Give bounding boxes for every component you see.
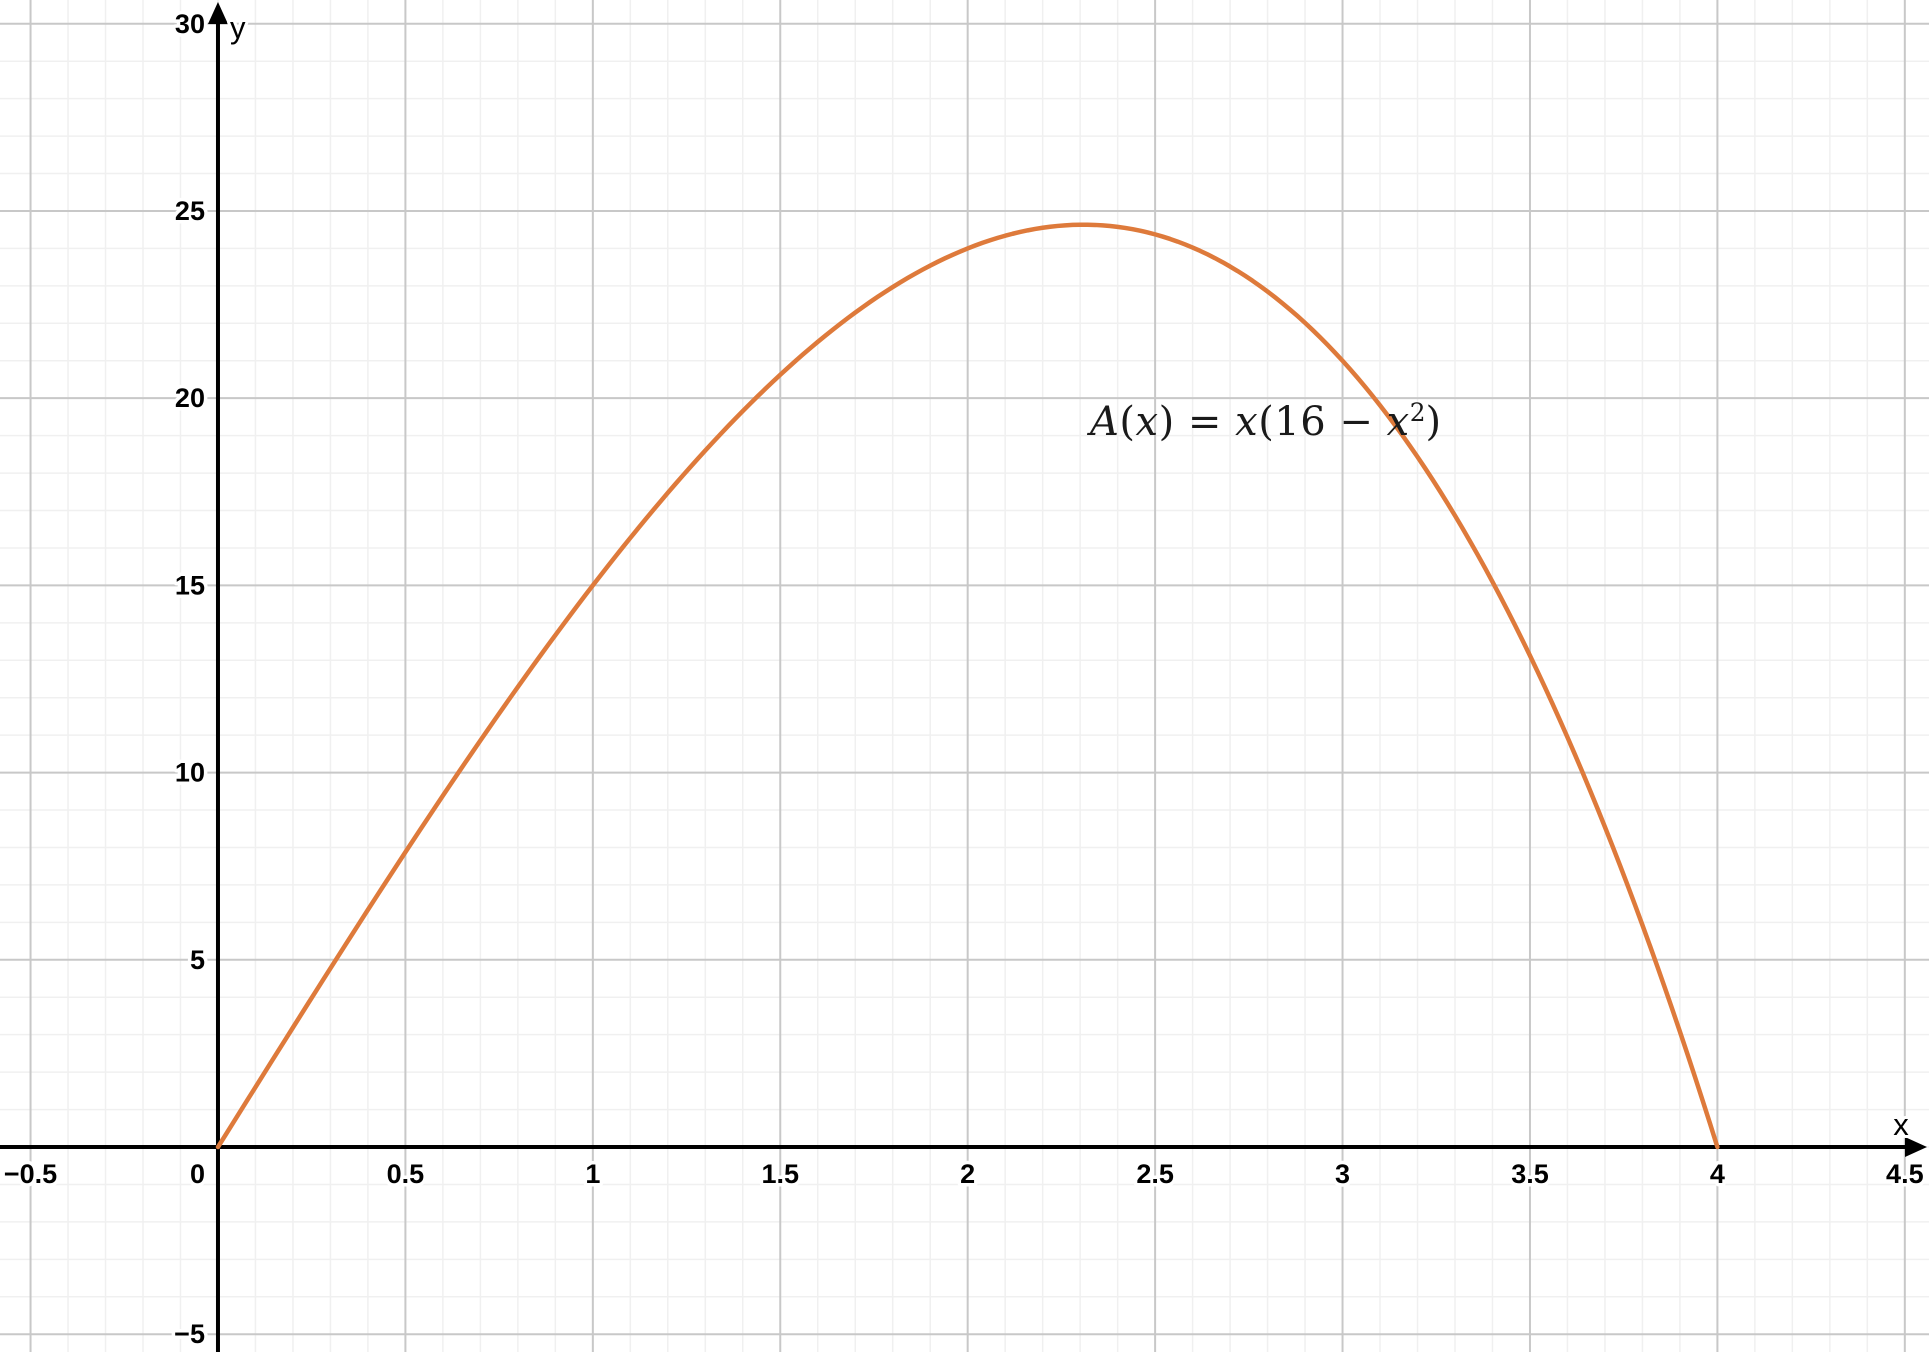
y-tick-label: −5	[174, 1319, 205, 1349]
equation-segment: ) =	[1158, 399, 1236, 445]
y-axis-arrowhead-icon	[207, 2, 228, 24]
x-tick-label: 0.5	[387, 1159, 425, 1189]
equation-segment: 2	[1409, 398, 1426, 428]
equation-segment: x	[1235, 399, 1259, 445]
x-axis-arrowhead-icon	[1905, 1137, 1927, 1158]
y-tick-label: 10	[175, 758, 205, 788]
y-axis-name-label: y	[230, 10, 246, 45]
y-tick-label: 25	[175, 196, 205, 226]
y-tick-label: 5	[190, 945, 205, 975]
function-curve[interactable]	[215, 222, 1720, 1150]
y-tick-label: 20	[175, 383, 205, 413]
x-tick-label: 3.5	[1511, 1159, 1549, 1189]
y-tick-label: 15	[175, 570, 205, 600]
equation-segment: )	[1425, 399, 1442, 445]
y-tick-label: 30	[175, 9, 205, 39]
equation-segment: A	[1090, 399, 1120, 445]
equation-segment: x	[1386, 399, 1410, 445]
x-tick-label: 4.5	[1886, 1159, 1924, 1189]
equation-segment: (	[1119, 399, 1136, 445]
x-tick-label: 3	[1335, 1159, 1350, 1189]
x-tick-label: 1	[585, 1159, 600, 1189]
x-tick-label: −0.5	[4, 1159, 57, 1189]
equation-segment: x	[1135, 399, 1159, 445]
x-axis-name-label: x	[1893, 1107, 1909, 1142]
origin-tick-label: 0	[190, 1159, 205, 1189]
x-tick-label: 1.5	[761, 1159, 799, 1189]
x-tick-label: 2	[960, 1159, 975, 1189]
x-tick-label: 2.5	[1136, 1159, 1174, 1189]
equation-segment: (16 −	[1258, 399, 1387, 445]
function-equation-label: A(x) = x(16 − x2)	[1090, 398, 1442, 445]
x-tick-label: 4	[1710, 1159, 1725, 1189]
